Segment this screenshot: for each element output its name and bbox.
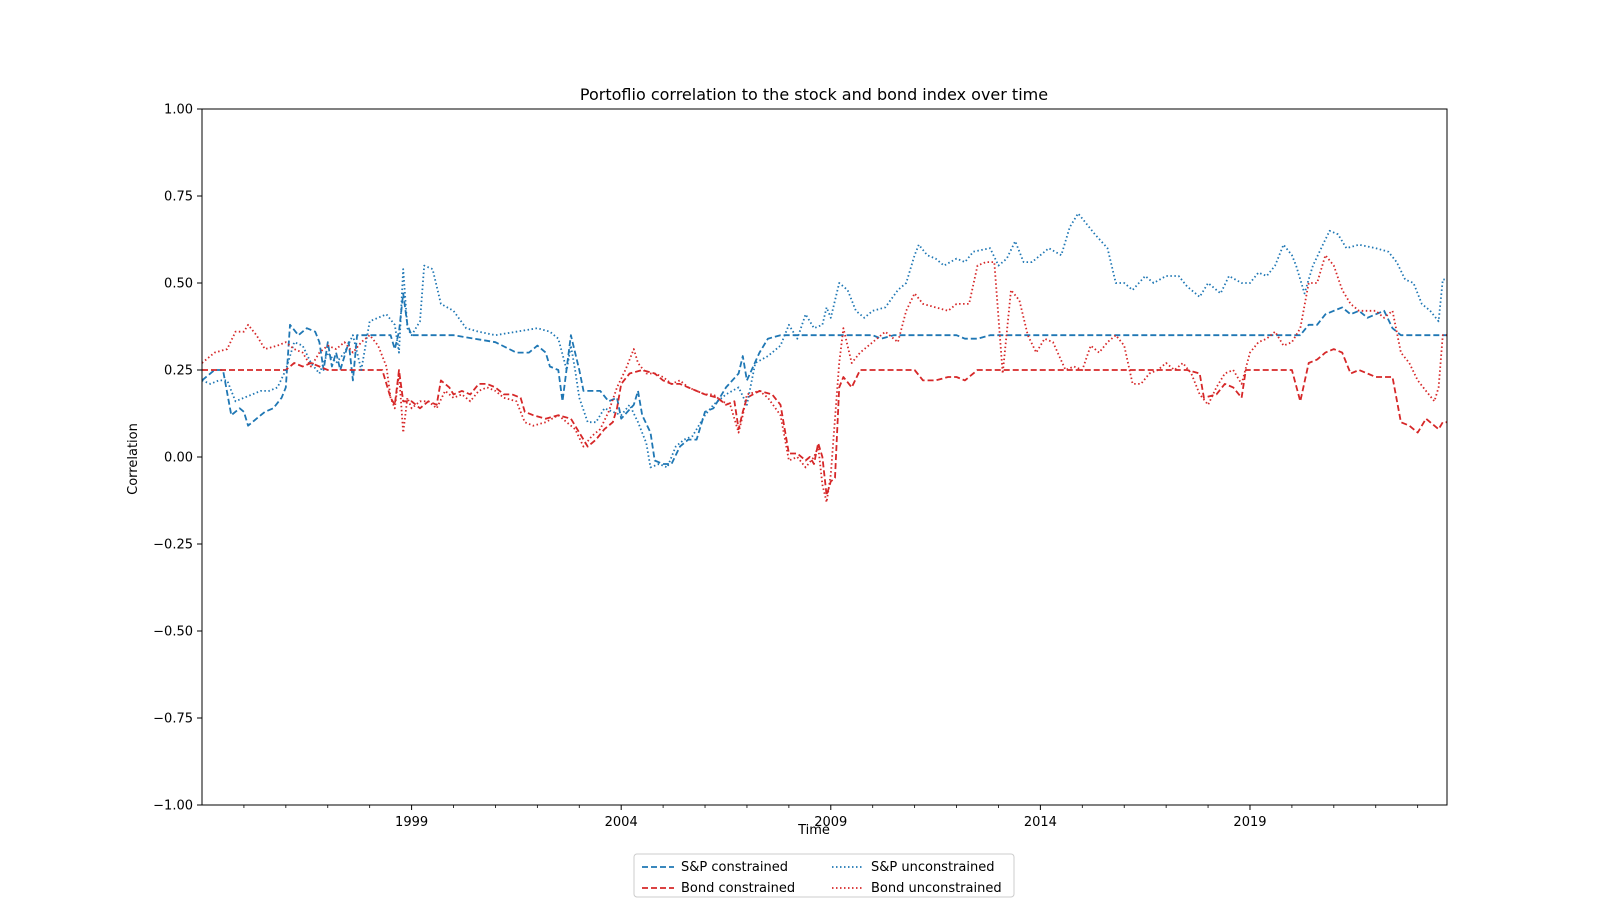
y-tick-label: −0.50	[153, 625, 193, 640]
plot-frame	[201, 108, 1448, 806]
series-line-sp-constrained	[201, 292, 1447, 465]
y-tick-label: 0.50	[164, 277, 193, 292]
y-axis-label: Correlation	[126, 423, 141, 495]
series-line-bond-constrained	[202, 348, 1447, 497]
y-tick-label: 0.25	[164, 364, 193, 379]
y-tick-label: 1.00	[164, 103, 193, 118]
legend: S&P constrained Bond constrained S&P unc…	[633, 853, 1015, 898]
y-tick-label: −0.25	[153, 538, 193, 553]
legend-label-bond-constrained: Bond constrained	[681, 881, 795, 896]
x-tick-label: 2009	[814, 815, 847, 830]
y-tick-label: 0.00	[164, 451, 193, 466]
x-axis: 1999 2004 2009 2014 2019	[243, 805, 1419, 830]
x-tick-label: 2019	[1233, 815, 1266, 830]
y-tick-label: −0.75	[153, 712, 193, 727]
y-tick-label: −1.00	[153, 799, 193, 814]
y-axis: 1.00 0.75 0.50 0.25 0.00 −0.25 −0.50 −0.75 −1.00	[153, 103, 202, 814]
legend-box	[633, 853, 1015, 898]
plot-lines	[201, 212, 1447, 504]
series-line-bond-unconstrained	[201, 254, 1447, 504]
legend-label-sp-constrained: S&P constrained	[681, 860, 788, 875]
y-tick-label: 0.75	[164, 190, 193, 205]
x-tick-label: 1999	[395, 815, 428, 830]
x-tick-label: 2004	[605, 815, 638, 830]
legend-label-sp-unconstrained: S&P unconstrained	[871, 860, 994, 875]
chart-title: Portoflio correlation to the stock and b…	[580, 85, 1048, 104]
legend-label-bond-unconstrained: Bond unconstrained	[871, 881, 1002, 896]
x-tick-label: 2014	[1024, 815, 1057, 830]
x-axis-label: Time	[797, 823, 830, 838]
series-line-sp-unconstrained	[201, 212, 1447, 469]
